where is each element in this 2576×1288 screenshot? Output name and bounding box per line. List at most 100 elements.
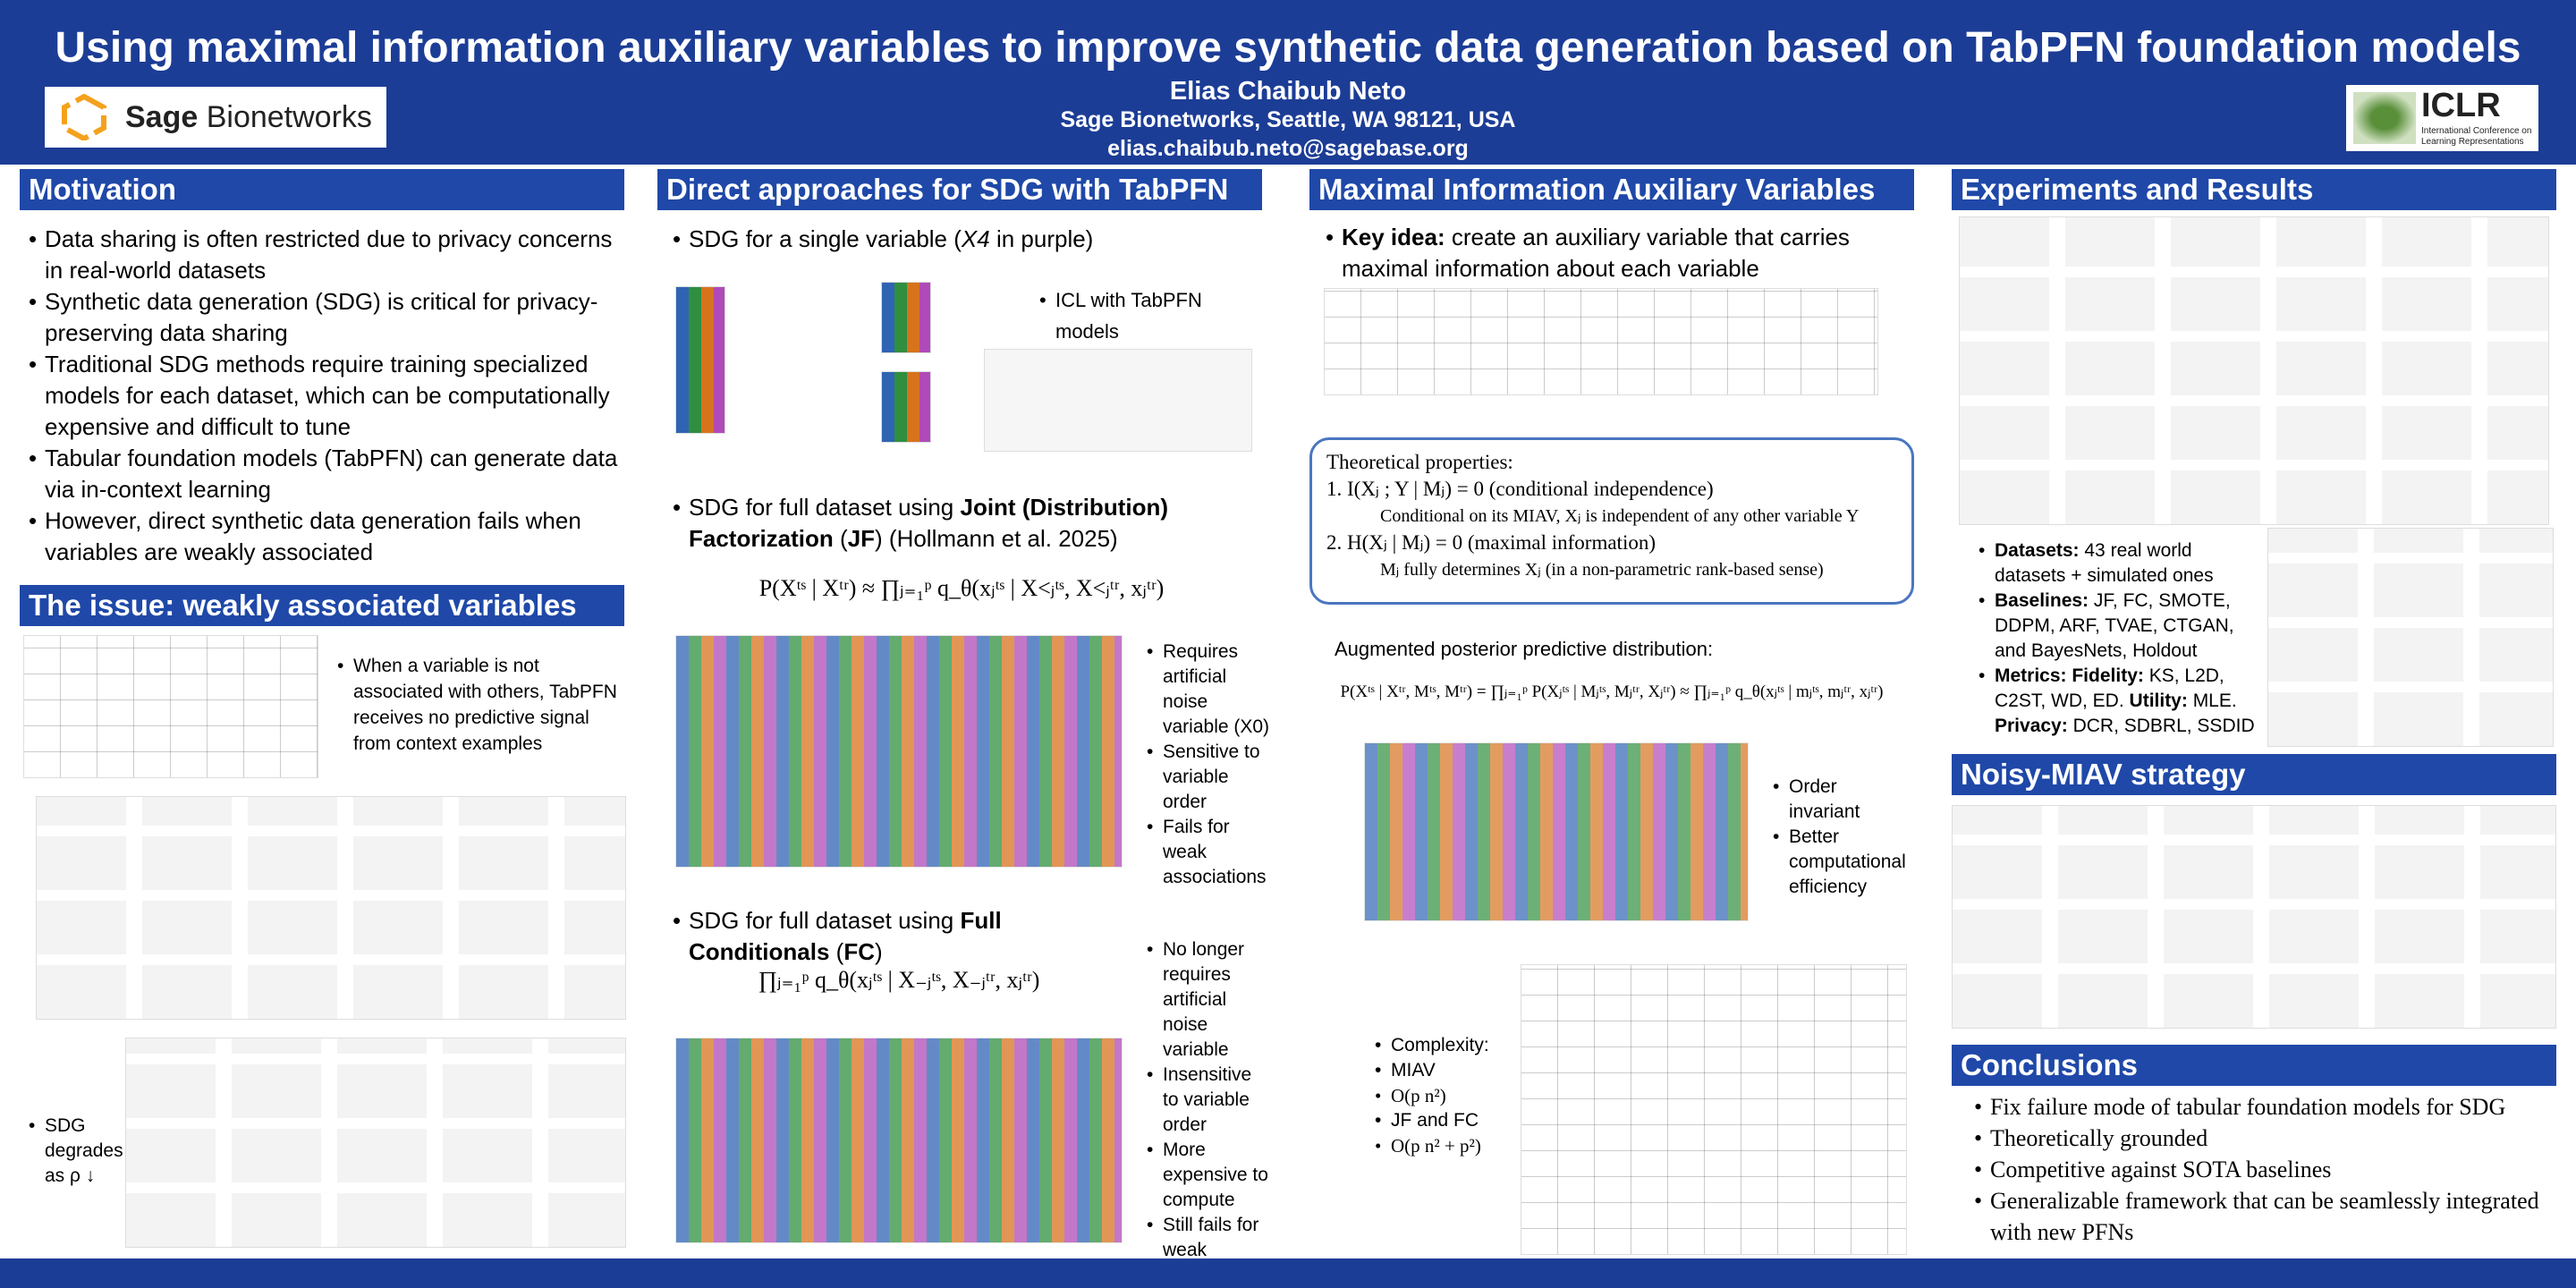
figure-matrix bbox=[675, 286, 725, 434]
author: Elias Chaibub Neto bbox=[1169, 77, 1407, 106]
section-title: Maximal Information Auxiliary Variables bbox=[1309, 169, 1914, 210]
text: Datasets: bbox=[1995, 540, 2080, 561]
fc-intro: SDG for full dataset using Full Conditio… bbox=[671, 905, 1136, 968]
bullet: Competitive against SOTA baselines bbox=[1974, 1154, 2554, 1185]
bullet: Synthetic data generation (SDG) is criti… bbox=[29, 286, 626, 349]
figure-rank bbox=[1324, 288, 1878, 395]
text: create an auxiliary variable that carrie… bbox=[1342, 224, 1850, 282]
motivation-text: Data sharing is often restricted due to … bbox=[27, 224, 626, 568]
logo-subtitle: International Conference on Learning Rep… bbox=[2421, 126, 2532, 147]
bullet: ICL with TabPFN models bbox=[1039, 284, 1270, 347]
text: ) (Hollmann et al. 2025) bbox=[875, 525, 1118, 552]
conclusions-text: Fix failure mode of tabular foundation m… bbox=[1972, 1091, 2554, 1248]
bullet: SDG for full dataset using Full Conditio… bbox=[673, 905, 1136, 968]
aug-formula: P(Xᵗˢ | Xᵗʳ, Mᵗˢ, Mᵗʳ) = ∏ⱼ₌₁ᵖ P(Xⱼᵗˢ | … bbox=[1340, 682, 1884, 701]
jf-notes: Requires artificial noise variable (X0) … bbox=[1145, 640, 1270, 890]
section-title: The issue: weakly associated variables bbox=[20, 585, 624, 626]
bullet: When a variable is not associated with o… bbox=[337, 653, 631, 757]
complexity: Complexity: MIAV O(p n²) JF and FC O(p n… bbox=[1373, 1033, 1507, 1158]
theory-title: Theoretical properties: bbox=[1326, 451, 1513, 473]
logo-map bbox=[2353, 92, 2416, 144]
figure-matrix bbox=[881, 282, 931, 353]
prop-sub: Conditional on its MIAV, Xⱼ is independe… bbox=[1380, 506, 1860, 526]
bullet: JF and FC bbox=[1375, 1108, 1507, 1133]
jf-intro: SDG for full dataset using Joint (Distri… bbox=[671, 492, 1261, 555]
bullet: SDG degrades as ρ ↓ bbox=[29, 1114, 123, 1189]
figure-matrix bbox=[881, 371, 931, 443]
fc-formula: ∏ⱼ₌₁ᵖ q_θ(xⱼᵗˢ | X₋ⱼᵗˢ, X₋ⱼᵗʳ, xⱼᵗʳ) bbox=[758, 967, 1040, 993]
figure-fc bbox=[675, 1038, 1123, 1243]
bullet: O(p n² + p²) bbox=[1375, 1133, 1507, 1158]
icl-text: ICL with TabPFN models bbox=[1038, 284, 1270, 347]
text: ) bbox=[875, 938, 883, 965]
text: SDG for full dataset using bbox=[689, 907, 961, 934]
figure-mle bbox=[2267, 528, 2554, 747]
bullet: Key idea: create an auxiliary variable t… bbox=[1326, 222, 1914, 284]
logo-bionetworks: Bionetworks bbox=[206, 100, 372, 134]
text: in purple) bbox=[989, 225, 1094, 252]
bullet: SDG for a single variable (X4 in purple) bbox=[673, 224, 1261, 255]
text: Utility: bbox=[2129, 691, 2188, 711]
key-idea: Key idea: create an auxiliary variable t… bbox=[1324, 222, 1914, 284]
bullet: Fails for weak associations bbox=[1147, 815, 1270, 890]
issue-note: When a variable is not associated with o… bbox=[335, 653, 631, 757]
figure-runtime bbox=[1521, 964, 1907, 1255]
text: JF, FC, SMOTE, DDPM, ARF, TVAE, CTGAN, a… bbox=[1995, 590, 2234, 661]
header: Using maximal information auxiliary vari… bbox=[0, 0, 2576, 165]
bullet: Fix failure mode of tabular foundation m… bbox=[1974, 1091, 2554, 1123]
bullet: Order invariant bbox=[1773, 775, 1905, 825]
figure-noisy bbox=[1952, 805, 2556, 1029]
fc-notes: No longer requires artificial noise vari… bbox=[1145, 937, 1270, 1288]
section-title: Direct approaches for SDG with TabPFN bbox=[657, 169, 1262, 210]
text: KS, L2D, C2ST, WD, ED. bbox=[1995, 665, 2224, 711]
text: Baselines: bbox=[1995, 590, 2089, 611]
logo-icon bbox=[62, 94, 106, 140]
aug-title: Augmented posterior predictive distribut… bbox=[1335, 638, 1714, 660]
logo-iclr: ICLR bbox=[2421, 87, 2501, 124]
logo-right: ICLR International Conference on Learnin… bbox=[2346, 85, 2538, 151]
single-text: SDG for a single variable (X4 in purple) bbox=[671, 224, 1261, 255]
logo-left: Sage Bionetworks bbox=[45, 87, 386, 148]
text: DCR, SDBRL, SSDID bbox=[2067, 716, 2255, 736]
figure-densities bbox=[36, 796, 626, 1020]
figure-tabpfn bbox=[984, 349, 1252, 452]
bullet: However, direct synthetic data generatio… bbox=[29, 505, 626, 568]
text: SDG for full dataset using bbox=[689, 494, 961, 521]
bullet: Datasets: 43 real world datasets + simul… bbox=[1979, 538, 2263, 589]
text: Joint (Distribution) Factorization bbox=[689, 494, 1168, 552]
jf-formula: P(Xᵗˢ | Xᵗʳ) ≈ ∏ⱼ₌₁ᵖ q_θ(xⱼᵗˢ | X<ⱼᵗˢ, X… bbox=[758, 575, 1165, 601]
bullet: Tabular foundation models (TabPFN) can g… bbox=[29, 443, 626, 505]
section-title: Conclusions bbox=[1952, 1045, 2556, 1086]
bullet: Requires artificial noise variable (X0) bbox=[1147, 640, 1270, 740]
bullet: Metrics: Fidelity: KS, L2D, C2ST, WD, ED… bbox=[1979, 664, 2263, 739]
affiliation: Sage Bionetworks, Seattle, WA 98121, USA bbox=[1060, 107, 1516, 132]
text: JF bbox=[847, 525, 876, 552]
figure-pairs bbox=[23, 635, 318, 778]
figure-jf bbox=[675, 635, 1123, 868]
bullet: Data sharing is often restricted due to … bbox=[29, 224, 626, 286]
text: SDG for a single variable ( bbox=[689, 225, 962, 252]
figure-rho bbox=[125, 1038, 626, 1248]
section-title: Motivation bbox=[20, 169, 624, 210]
prop: 1. I(Xⱼ ; Y | Mⱼ) = 0 (conditional indep… bbox=[1326, 478, 1714, 500]
bullet: Better computational efficiency bbox=[1773, 825, 1906, 900]
logo-sage: Sage bbox=[125, 100, 199, 134]
text: Metrics: Fidelity: bbox=[1995, 665, 2144, 686]
issue-degrades: SDG degrades as ρ ↓ bbox=[27, 1114, 123, 1189]
bullet: Sensitive to variable order bbox=[1147, 740, 1270, 815]
experiments-text: Datasets: 43 real world datasets + simul… bbox=[1977, 538, 2263, 739]
bullet: More expensive to compute bbox=[1147, 1138, 1270, 1213]
bullet: Complexity: bbox=[1375, 1033, 1507, 1058]
bullet: O(p n²) bbox=[1375, 1083, 1507, 1108]
text: 43 real world datasets + simulated ones bbox=[1995, 540, 2214, 586]
section-title: Experiments and Results bbox=[1952, 169, 2556, 210]
text: ( bbox=[829, 938, 844, 965]
bullet: No longer requires artificial noise vari… bbox=[1147, 937, 1270, 1063]
prop-sub: Mⱼ fully determines Xⱼ (in a non-paramet… bbox=[1380, 560, 1824, 580]
theory-box: Theoretical properties: 1. I(Xⱼ ; Y | Mⱼ… bbox=[1309, 437, 1914, 605]
bullet: Insensitive to variable order bbox=[1147, 1063, 1270, 1138]
figure-boxplots bbox=[1959, 216, 2549, 525]
email: elias.chaibub.neto@sagebase.org bbox=[1107, 136, 1469, 161]
text: MLE. bbox=[2187, 691, 2237, 711]
